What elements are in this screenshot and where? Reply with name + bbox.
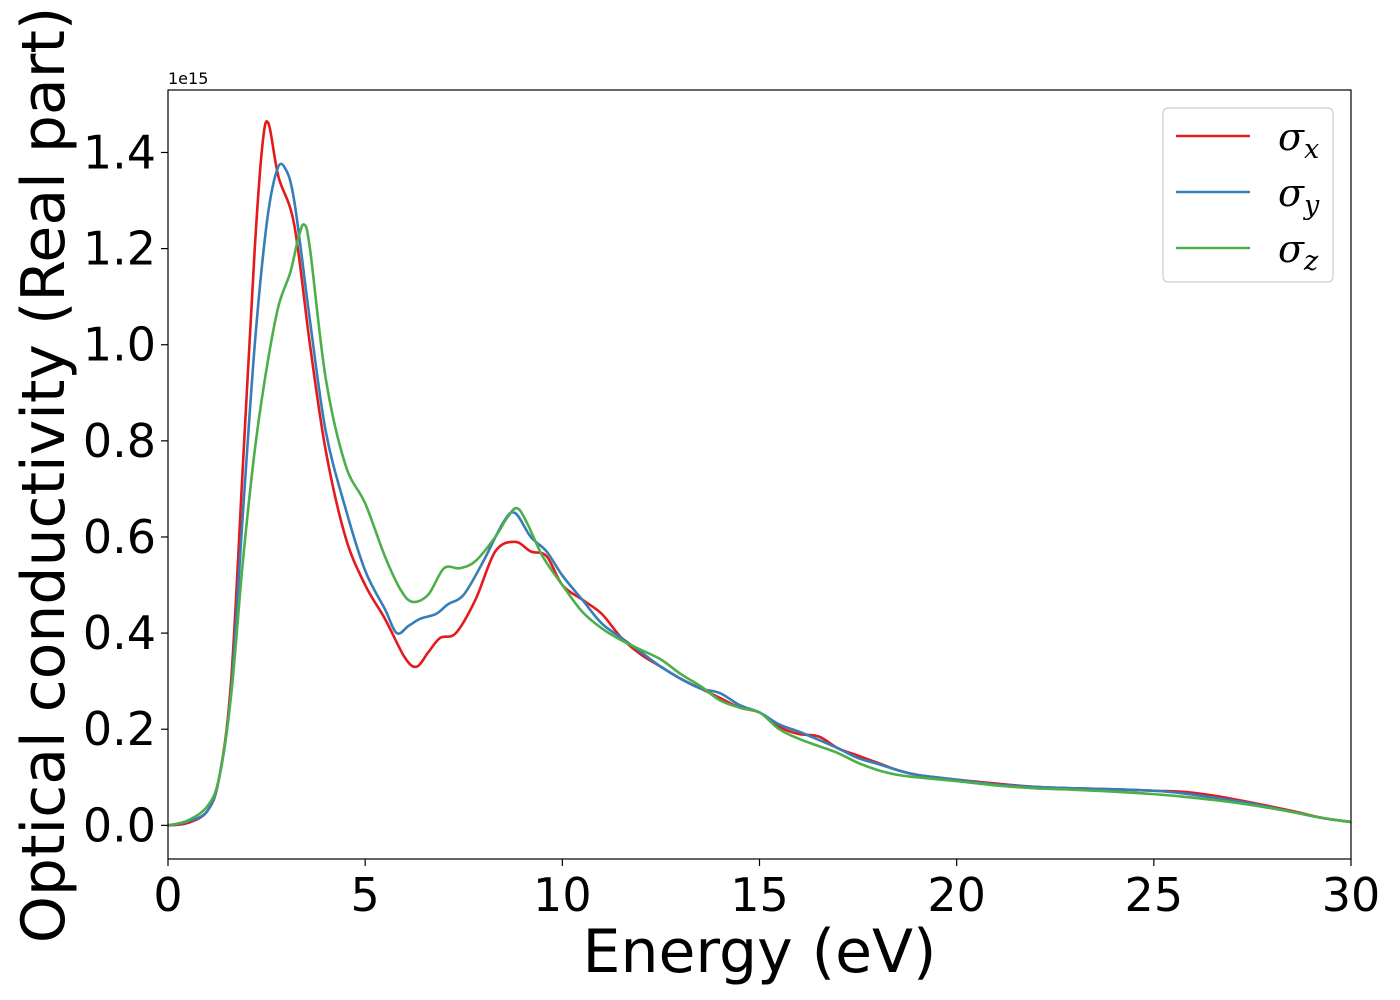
y-axis-label: Optical conductivity (Real part) bbox=[9, 7, 79, 944]
x-tick-label: 5 bbox=[351, 868, 380, 922]
x-tick-label: 0 bbox=[153, 868, 182, 922]
x-axis-label: Energy (eV) bbox=[583, 917, 937, 987]
y-tick-label: 0.0 bbox=[83, 798, 156, 852]
legend-label-base: σ bbox=[1278, 171, 1305, 215]
legend-box bbox=[1162, 107, 1334, 283]
legend-label-x: σx bbox=[1278, 115, 1319, 165]
legend-label-subscript: x bbox=[1304, 134, 1319, 165]
y-axis: 0.0 0.2 0.4 0.6 0.8 1.0 1.2 1.4 bbox=[83, 125, 168, 852]
legend-label-y: σy bbox=[1278, 171, 1320, 221]
y-tick-label: 1.4 bbox=[83, 125, 156, 179]
legend-label-base: σ bbox=[1278, 115, 1305, 159]
legend-label-base: σ bbox=[1278, 227, 1305, 271]
series-line-z bbox=[168, 223, 1351, 827]
x-tick-label: 10 bbox=[533, 868, 592, 922]
y-tick-label: 1.0 bbox=[83, 318, 156, 372]
y-tick-label: 0.4 bbox=[83, 606, 156, 660]
legend-label-z: σz bbox=[1278, 227, 1319, 277]
legend-label-subscript: z bbox=[1303, 246, 1319, 277]
legend-label-subscript: y bbox=[1303, 190, 1320, 221]
x-tick-label: 20 bbox=[927, 868, 986, 922]
y-tick-label: 0.8 bbox=[83, 414, 156, 468]
x-tick-label: 25 bbox=[1125, 868, 1184, 922]
y-tick-label: 0.2 bbox=[83, 702, 156, 756]
y-tick-label: 0.6 bbox=[83, 510, 156, 564]
x-axis: 0 5 10 15 20 25 30 bbox=[153, 859, 1380, 922]
y-tick-label: 1.2 bbox=[83, 222, 156, 276]
x-tick-label: 15 bbox=[730, 868, 789, 922]
x-tick-label: 30 bbox=[1322, 868, 1381, 922]
series-layer bbox=[168, 120, 1351, 827]
y-offset-text: 1e15 bbox=[168, 69, 208, 88]
